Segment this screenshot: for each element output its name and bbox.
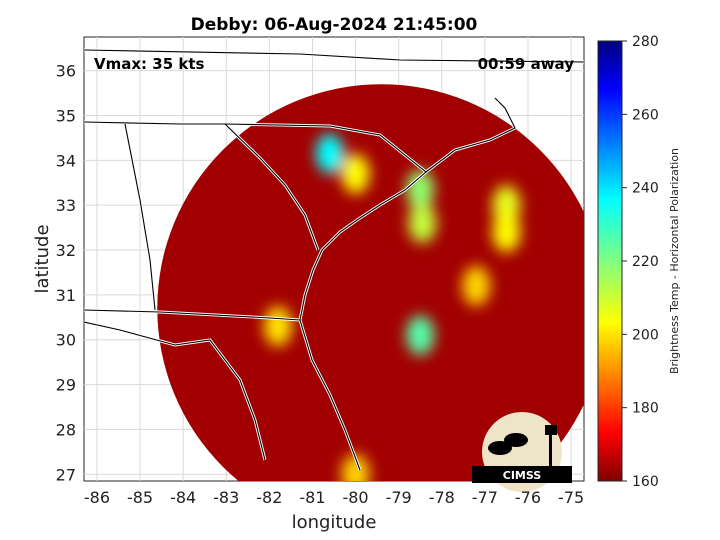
colorbar-tick-label: 240 <box>632 181 659 197</box>
logo-text: CIMSS <box>503 469 542 482</box>
colorbar-tick-label: 280 <box>632 34 659 50</box>
colorbar-label: Brightness Temp - Horizontal Polarizatio… <box>668 148 681 374</box>
y-tick-label: 29 <box>56 376 76 395</box>
rainband-cell <box>263 306 292 347</box>
rainband-cell <box>341 454 370 481</box>
x-tick-label: -86 <box>84 488 110 507</box>
chart-title: Debby: 06-Aug-2024 21:45:00 <box>191 15 478 35</box>
y-tick-label: 28 <box>56 420 76 439</box>
x-tick-label: -79 <box>386 488 412 507</box>
colorbar-tick-label: 220 <box>632 254 659 270</box>
colorbar-tick-label: 260 <box>632 107 659 123</box>
colorbar-ticks: 160 180 200 220 240 260 280 <box>622 34 659 490</box>
rainband-cell <box>406 169 435 210</box>
y-tick-label: 30 <box>56 331 76 350</box>
y-tick-label: 36 <box>56 62 76 81</box>
y-axis-label: latitude <box>32 224 53 293</box>
colorbar <box>597 40 623 482</box>
time-away-annotation: 00:59 away <box>478 55 575 73</box>
y-tick-label: 32 <box>56 241 76 260</box>
y-tick-label: 34 <box>56 151 76 170</box>
y-tick-label: 33 <box>56 196 76 215</box>
x-tick-label: -82 <box>256 488 282 507</box>
y-tick-label: 27 <box>56 465 76 484</box>
rainband-cell <box>492 212 521 253</box>
rainband-cell <box>341 153 370 194</box>
x-tick-label: -76 <box>515 488 541 507</box>
x-tick-label: -85 <box>127 488 153 507</box>
x-tick-label: -80 <box>342 488 368 507</box>
colorbar-tick-label: 180 <box>632 401 659 417</box>
x-tick-label: -78 <box>429 488 455 507</box>
colorbar-tick-label: 160 <box>632 474 659 490</box>
x-axis-label: longitude <box>292 512 377 533</box>
rainband-cell <box>406 315 435 356</box>
x-tick-label: -81 <box>299 488 325 507</box>
cimss-logo: CIMSS <box>472 412 572 492</box>
rainband-cell <box>315 133 344 174</box>
rainband-cell <box>408 203 437 244</box>
x-tick-label: -83 <box>213 488 239 507</box>
rainband-layer <box>263 133 521 481</box>
y-tick-label: 31 <box>56 286 76 305</box>
colorbar-tick-label: 200 <box>632 327 659 343</box>
y-tick-label: 35 <box>56 106 76 125</box>
x-tick-label: -84 <box>170 488 196 507</box>
x-tick-label: -77 <box>472 488 498 507</box>
coastline <box>84 49 584 471</box>
x-tick-label: -75 <box>558 488 584 507</box>
rainband-cell <box>462 265 491 306</box>
vmax-annotation: Vmax: 35 kts <box>94 55 204 73</box>
